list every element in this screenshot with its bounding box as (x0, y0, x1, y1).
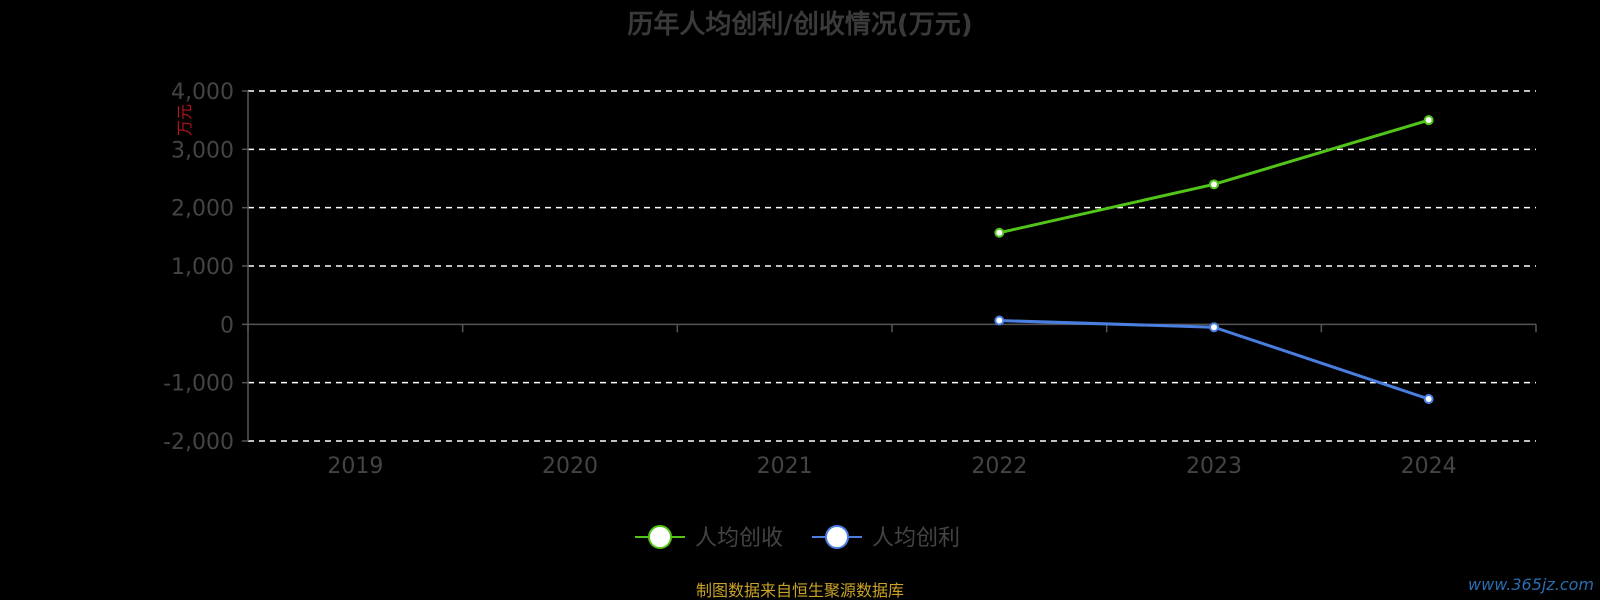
y-tick-label: 2,000 (171, 197, 234, 222)
data-source-note: 制图数据来自恒生聚源数据库 (696, 581, 904, 600)
x-tick-label: 2022 (971, 454, 1027, 479)
legend-marker-icon (648, 525, 672, 549)
y-tick-label: -2,000 (163, 430, 234, 455)
data-point[interactable] (994, 315, 1005, 326)
x-tick-label: 2024 (1401, 454, 1457, 479)
chart-title: 历年人均创利/创收情况(万元) (627, 9, 972, 40)
series-1 (994, 315, 1434, 404)
y-axis-ticks: 4,000 3,000 2,000 1,000 0 -1,000 -2,000 (163, 80, 248, 455)
data-point[interactable] (1209, 179, 1219, 190)
series-0 (994, 115, 1434, 238)
legend-item[interactable]: 人均创收 (635, 525, 783, 551)
legend-label: 人均创利 (872, 526, 960, 551)
x-tick-label: 2020 (542, 454, 598, 479)
series-lines (994, 115, 1434, 404)
legend-label: 人均创收 (695, 526, 783, 551)
y-tick-label: 0 (220, 313, 234, 338)
legend-item[interactable]: 人均创利 (812, 525, 960, 551)
x-axis-ticks: 2019 2020 2021 2022 2023 2024 (247, 324, 1537, 479)
legend-marker-icon (825, 525, 849, 549)
x-tick-label: 2019 (327, 454, 383, 479)
data-point[interactable] (1423, 394, 1434, 404)
y-tick-label: 1,000 (171, 255, 234, 280)
watermark-text: www.365jz.com (1468, 575, 1594, 594)
data-point[interactable] (994, 227, 1005, 238)
y-tick-label: 3,000 (171, 138, 234, 163)
y-axis-unit-label: 万元 (175, 104, 194, 136)
data-point[interactable] (1209, 322, 1219, 333)
y-tick-label: 4,000 (171, 80, 234, 105)
grid-lines (248, 90, 1536, 442)
x-tick-label: 2023 (1186, 454, 1242, 479)
series-line (997, 118, 1431, 235)
data-point[interactable] (1423, 115, 1434, 126)
series-line (997, 319, 1431, 401)
legend[interactable]: 人均创收 人均创利 (635, 525, 960, 551)
x-tick-label: 2021 (757, 454, 813, 479)
y-tick-label: -1,000 (163, 372, 234, 397)
